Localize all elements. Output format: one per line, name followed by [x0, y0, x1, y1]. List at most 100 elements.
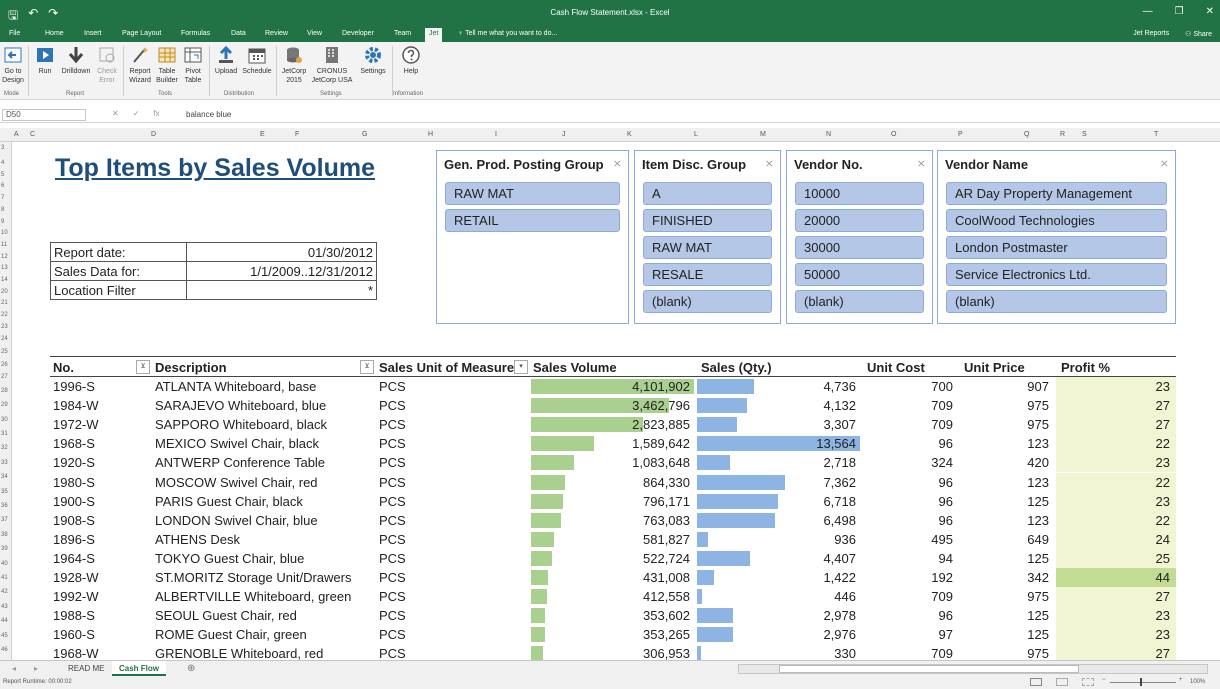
row-header[interactable]: 13: [1, 265, 8, 272]
slicer-item[interactable]: 20000: [795, 209, 924, 232]
clear-filter-icon[interactable]: ⨯: [764, 158, 774, 170]
profit-value[interactable]: 27: [1155, 417, 1170, 433]
slicer-item[interactable]: (blank): [643, 290, 772, 313]
unit-price-value[interactable]: 975: [1027, 589, 1049, 605]
item-description[interactable]: TOKYO Guest Chair, blue: [155, 550, 305, 566]
zoom-level[interactable]: 100%: [1190, 679, 1206, 685]
row-header[interactable]: 20: [1, 288, 8, 295]
sales-qty-value[interactable]: 2,976: [823, 627, 856, 643]
column-header[interactable]: N: [826, 131, 832, 138]
item-uom[interactable]: PCS: [379, 512, 406, 528]
column-header[interactable]: O: [891, 131, 897, 138]
item-no[interactable]: 1992-W: [53, 589, 99, 605]
item-uom[interactable]: PCS: [379, 646, 406, 662]
sales-qty-value[interactable]: 2,718: [823, 455, 856, 471]
zoom-slider[interactable]: [1110, 682, 1176, 683]
column-header[interactable]: H: [428, 131, 434, 138]
filter-dropdown-icon[interactable]: ⊻: [360, 360, 374, 374]
profit-value[interactable]: 23: [1155, 379, 1170, 394]
slicer-item[interactable]: 50000: [795, 263, 924, 286]
profit-value[interactable]: 27: [1155, 398, 1170, 414]
go-to-design-button[interactable]: Go to Design: [1, 45, 25, 85]
sheet-tab-read-me[interactable]: READ ME: [68, 664, 105, 673]
sales-volume-value[interactable]: 412,558: [643, 589, 690, 605]
tell-me-box[interactable]: ♀ Tell me what you want to do...: [458, 30, 557, 37]
minimize-button[interactable]: —: [1142, 6, 1153, 17]
item-uom[interactable]: PCS: [379, 608, 406, 624]
tab-scroll-right-icon[interactable]: ▸: [34, 664, 39, 673]
column-header[interactable]: E: [260, 131, 265, 138]
unit-cost-value[interactable]: 96: [938, 493, 953, 509]
header-unit-cost[interactable]: Unit Cost: [867, 360, 925, 375]
item-no[interactable]: 1988-S: [53, 608, 95, 624]
unit-cost-value[interactable]: 96: [938, 436, 953, 452]
profit-value[interactable]: 24: [1155, 531, 1170, 547]
normal-view-icon[interactable]: [1030, 678, 1042, 686]
share-button[interactable]: ⚇ Share: [1185, 30, 1212, 38]
sales-volume-value[interactable]: 2,823,885: [632, 417, 690, 433]
tab-home[interactable]: Home: [45, 30, 64, 37]
undo-icon[interactable]: ↶: [28, 6, 39, 20]
slicer-item[interactable]: (blank): [795, 290, 924, 313]
row-header[interactable]: 31: [1, 430, 8, 437]
item-no[interactable]: 1972-W: [53, 417, 99, 433]
row-header[interactable]: 37: [1, 517, 8, 524]
unit-cost-value[interactable]: 96: [938, 474, 953, 490]
clear-filter-icon[interactable]: ⨯: [612, 158, 622, 170]
header-profit[interactable]: Profit %: [1061, 360, 1111, 375]
profit-value[interactable]: 27: [1155, 646, 1170, 662]
sales-volume-value[interactable]: 4,101,902: [632, 379, 690, 394]
profit-value[interactable]: 23: [1155, 627, 1170, 643]
item-uom[interactable]: PCS: [379, 531, 406, 547]
profit-value[interactable]: 22: [1155, 512, 1170, 528]
unit-cost-value[interactable]: 97: [938, 627, 953, 643]
name-box[interactable]: D50: [2, 109, 86, 121]
column-header[interactable]: K: [627, 131, 632, 138]
item-no[interactable]: 1928-W: [53, 570, 99, 585]
slicer-item[interactable]: CoolWood Technologies: [946, 209, 1167, 232]
jet-reports-account[interactable]: Jet Reports: [1133, 30, 1170, 37]
row-header[interactable]: 3: [1, 144, 5, 151]
item-no[interactable]: 1996-S: [53, 379, 95, 394]
column-header[interactable]: C: [30, 131, 36, 138]
unit-price-value[interactable]: 342: [1027, 570, 1049, 585]
header-unit-price[interactable]: Unit Price: [964, 360, 1025, 375]
item-no[interactable]: 1968-S: [53, 436, 95, 452]
pivot-table-button[interactable]: Pivot Table: [181, 45, 205, 85]
item-uom[interactable]: PCS: [379, 436, 406, 452]
info-value[interactable]: 01/30/2012: [186, 242, 377, 262]
column-header[interactable]: I: [495, 131, 497, 138]
header-description[interactable]: Description: [155, 360, 227, 375]
sales-volume-value[interactable]: 864,330: [643, 474, 690, 490]
page-layout-view-icon[interactable]: [1056, 678, 1068, 686]
unit-cost-value[interactable]: 709: [931, 646, 953, 662]
item-uom[interactable]: PCS: [379, 589, 406, 605]
unit-cost-value[interactable]: 192: [931, 570, 953, 585]
drilldown-button[interactable]: Drilldown: [59, 45, 93, 76]
redo-icon[interactable]: ↷: [48, 6, 59, 20]
sales-qty-value[interactable]: 330: [834, 646, 856, 662]
item-description[interactable]: MOSCOW Swivel Chair, red: [155, 474, 318, 490]
sales-volume-value[interactable]: 1,589,642: [632, 436, 690, 452]
row-header[interactable]: 6: [1, 183, 5, 190]
column-header[interactable]: P: [958, 131, 963, 138]
item-description[interactable]: ATLANTA Whiteboard, base: [155, 379, 317, 394]
horizontal-scrollbar[interactable]: [738, 664, 1208, 674]
row-header[interactable]: 42: [1, 589, 8, 596]
unit-cost-value[interactable]: 94: [938, 550, 953, 566]
item-no[interactable]: 1920-S: [53, 455, 95, 471]
slicer-item[interactable]: RETAIL: [445, 209, 620, 232]
profit-value[interactable]: 22: [1155, 474, 1170, 490]
slicer-item[interactable]: FINISHED: [643, 209, 772, 232]
sales-volume-value[interactable]: 522,724: [643, 550, 690, 566]
zoom-out-icon[interactable]: −: [1102, 677, 1106, 683]
item-no[interactable]: 1896-S: [53, 531, 95, 547]
unit-price-value[interactable]: 975: [1027, 646, 1049, 662]
tab-jet[interactable]: Jet: [425, 28, 443, 42]
row-header[interactable]: 36: [1, 502, 8, 509]
row-header[interactable]: 46: [1, 646, 8, 653]
header-sales-qty[interactable]: Sales (Qty.): [701, 360, 772, 375]
unit-cost-value[interactable]: 709: [931, 417, 953, 433]
sales-qty-value[interactable]: 13,564: [816, 436, 856, 452]
clear-filter-icon[interactable]: ⨯: [916, 158, 926, 170]
